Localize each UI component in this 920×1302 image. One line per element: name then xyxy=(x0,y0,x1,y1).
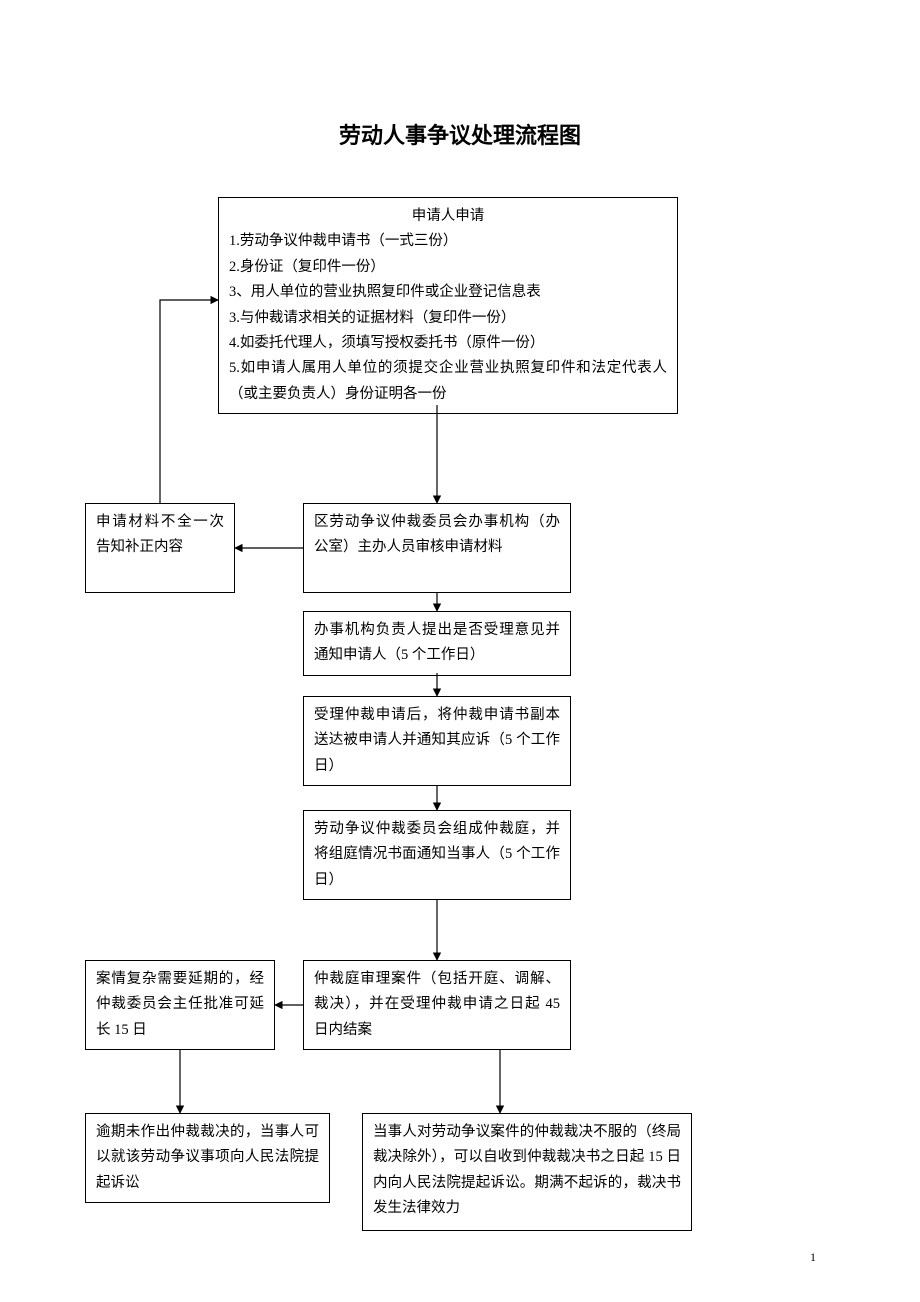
node-body: 申请材料不全一次告知补正内容 xyxy=(96,510,224,561)
node-hearing: 仲裁庭审理案件（包括开庭、调解、裁决），并在受理仲裁申请之日起 45 日内结案 xyxy=(303,960,571,1050)
node-acceptance-opinion: 办事机构负责人提出是否受理意见并通知申请人（5 个工作日） xyxy=(303,611,571,676)
node-applicant-apply: 申请人申请 1.劳动争议仲裁申请书（一式三份）2.身份证（复印件一份）3、用人单… xyxy=(218,197,678,414)
node-incomplete-materials: 申请材料不全一次告知补正内容 xyxy=(85,503,235,593)
node-body: 受理仲裁申请后，将仲裁申请书副本送达被申请人并通知其应诉（5 个工作日） xyxy=(314,703,560,779)
page-title: 劳动人事争议处理流程图 xyxy=(0,118,920,150)
page-number: 1 xyxy=(810,1250,816,1265)
node-extension: 案情复杂需要延期的，经仲裁委员会主任批准可延长 15 日 xyxy=(85,960,275,1050)
node-dissatisfied-lawsuit: 当事人对劳动争议案件的仲裁裁决不服的（终局裁决除外），可以自收到仲裁裁决书之日起… xyxy=(362,1113,692,1231)
node-overdue-lawsuit: 逾期未作出仲裁裁决的，当事人可以就该劳动争议事项向人民法院提起诉讼 xyxy=(85,1113,330,1203)
node-body: 逾期未作出仲裁裁决的，当事人可以就该劳动争议事项向人民法院提起诉讼 xyxy=(96,1120,319,1196)
node-body: 案情复杂需要延期的，经仲裁委员会主任批准可延长 15 日 xyxy=(96,967,264,1043)
node-review-materials: 区劳动争议仲裁委员会办事机构（办公室）主办人员审核申请材料 xyxy=(303,503,571,593)
node-body: 1.劳动争议仲裁申请书（一式三份）2.身份证（复印件一份）3、用人单位的营业执照… xyxy=(229,229,667,407)
node-body: 办事机构负责人提出是否受理意见并通知申请人（5 个工作日） xyxy=(314,618,560,669)
node-body: 区劳动争议仲裁委员会办事机构（办公室）主办人员审核申请材料 xyxy=(314,510,560,561)
node-heading: 申请人申请 xyxy=(229,204,667,229)
node-body: 仲裁庭审理案件（包括开庭、调解、裁决），并在受理仲裁申请之日起 45 日内结案 xyxy=(314,967,560,1043)
node-body: 当事人对劳动争议案件的仲裁裁决不服的（终局裁决除外），可以自收到仲裁裁决书之日起… xyxy=(373,1120,681,1222)
node-body: 劳动争议仲裁委员会组成仲裁庭，并将组庭情况书面通知当事人（5 个工作日） xyxy=(314,817,560,893)
node-serve-copy: 受理仲裁申请后，将仲裁申请书副本送达被申请人并通知其应诉（5 个工作日） xyxy=(303,696,571,786)
node-form-tribunal: 劳动争议仲裁委员会组成仲裁庭，并将组庭情况书面通知当事人（5 个工作日） xyxy=(303,810,571,900)
